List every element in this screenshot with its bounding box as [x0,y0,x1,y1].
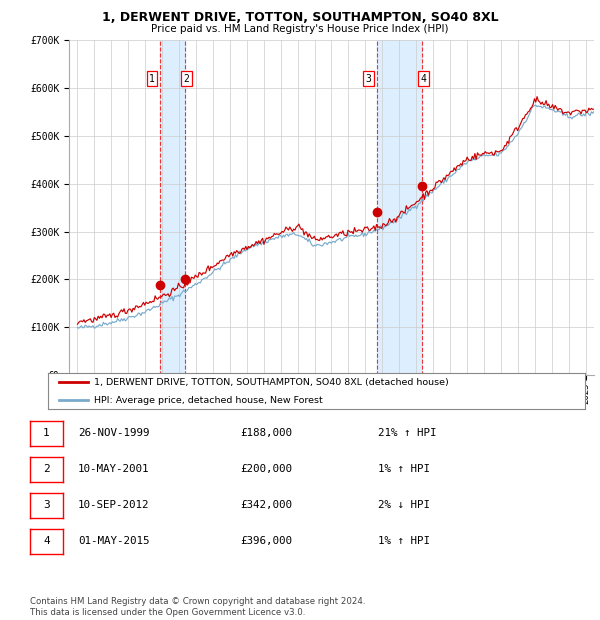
Text: £342,000: £342,000 [240,500,292,510]
Text: Contains HM Land Registry data © Crown copyright and database right 2024.
This d: Contains HM Land Registry data © Crown c… [30,598,365,617]
Text: Price paid vs. HM Land Registry's House Price Index (HPI): Price paid vs. HM Land Registry's House … [151,24,449,33]
Text: 01-MAY-2015: 01-MAY-2015 [78,536,149,546]
Text: 1% ↑ HPI: 1% ↑ HPI [378,536,430,546]
Text: 10-SEP-2012: 10-SEP-2012 [78,500,149,510]
Bar [377,40,422,375]
Text: £396,000: £396,000 [240,536,292,546]
Text: 1: 1 [149,74,155,84]
Text: 1, DERWENT DRIVE, TOTTON, SOUTHAMPTON, SO40 8XL (detached house): 1, DERWENT DRIVE, TOTTON, SOUTHAMPTON, S… [94,378,448,387]
Text: 3: 3 [43,500,50,510]
Text: £200,000: £200,000 [240,464,292,474]
Text: 1% ↑ HPI: 1% ↑ HPI [378,464,430,474]
Text: 2: 2 [43,464,50,474]
Text: 21% ↑ HPI: 21% ↑ HPI [378,428,437,438]
Text: 2% ↓ HPI: 2% ↓ HPI [378,500,430,510]
Text: 3: 3 [365,74,371,84]
Text: 4: 4 [421,74,427,84]
Text: 2: 2 [184,74,190,84]
Text: 1, DERWENT DRIVE, TOTTON, SOUTHAMPTON, SO40 8XL: 1, DERWENT DRIVE, TOTTON, SOUTHAMPTON, S… [101,11,499,24]
Bar [160,40,185,375]
Text: HPI: Average price, detached house, New Forest: HPI: Average price, detached house, New … [94,396,322,405]
Text: 26-NOV-1999: 26-NOV-1999 [78,428,149,438]
Text: 1: 1 [43,428,50,438]
Text: 4: 4 [43,536,50,546]
Text: 10-MAY-2001: 10-MAY-2001 [78,464,149,474]
Text: £188,000: £188,000 [240,428,292,438]
